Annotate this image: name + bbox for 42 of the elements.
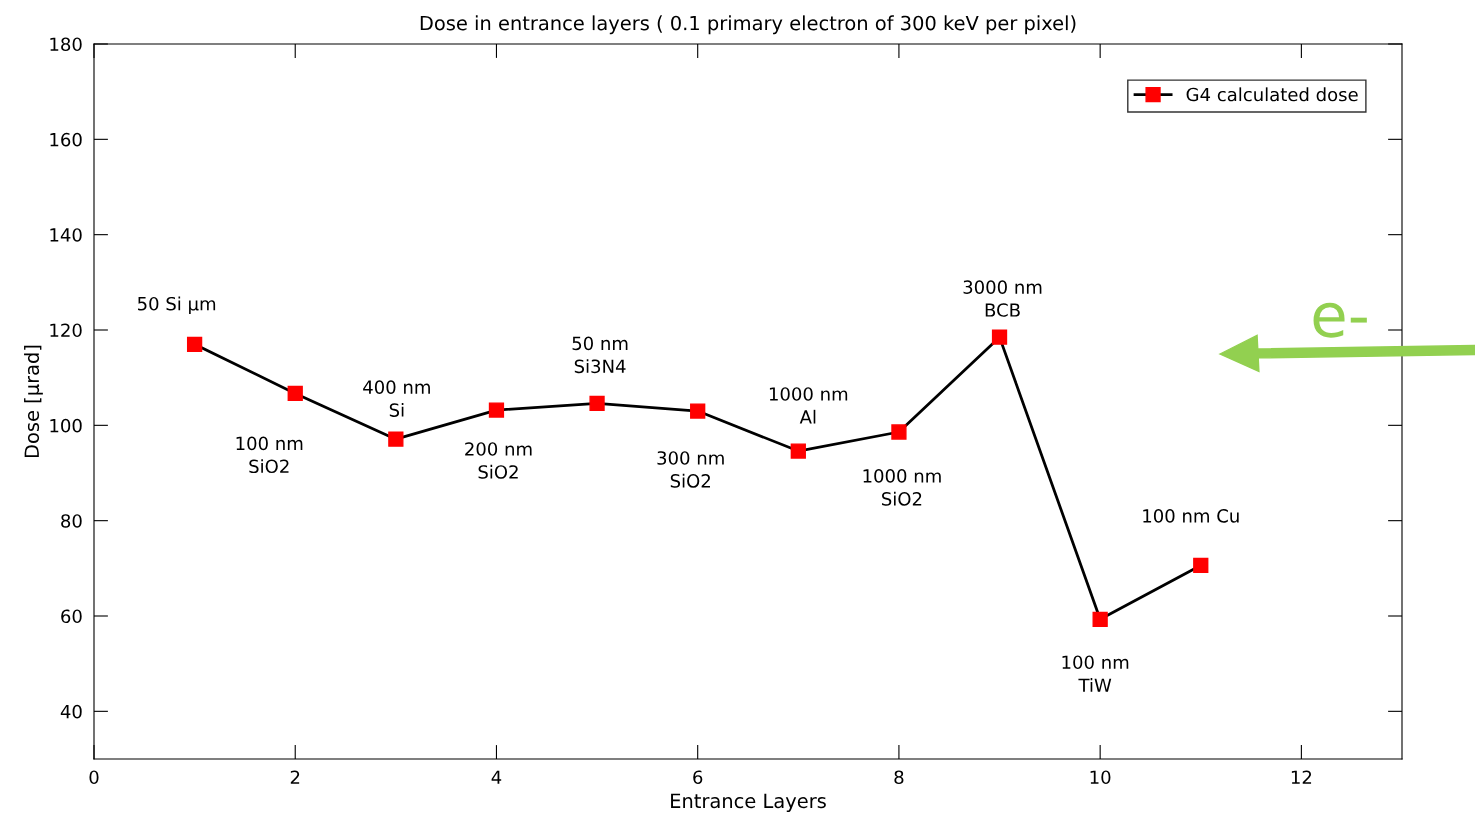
y-axis-title: Dose [µrad]	[24, 345, 43, 458]
point	[1092, 611, 1108, 627]
point	[186, 336, 203, 352]
x-tick-label: 2	[290, 770, 300, 784]
y-tick-label: 120	[50, 323, 82, 338]
annotation: 400 nm Si	[363, 380, 430, 417]
x-tick-label: 4	[491, 770, 502, 784]
y-tick-label: 40	[60, 704, 82, 719]
point	[891, 424, 907, 440]
point	[991, 329, 1008, 345]
annotation: e-	[1313, 302, 1367, 338]
annotation: 1000 nm SiO2	[863, 469, 941, 506]
point	[790, 443, 806, 459]
point	[690, 403, 706, 419]
y-tick-label: 60	[61, 609, 82, 624]
annotation: 50 Si µm	[138, 296, 216, 315]
annotation: 100 nm SiO2	[236, 436, 303, 474]
x-tick-label: 6	[693, 770, 703, 785]
x-tick-label: 12	[1291, 770, 1312, 784]
point	[287, 385, 303, 402]
x-tick-label: 0	[89, 770, 99, 785]
x-tick-label: 10	[1090, 770, 1111, 785]
annotation: 1000 nm Al	[769, 387, 848, 424]
y-tick-label: 80	[61, 514, 82, 528]
annotation: 300 nm SiO2	[657, 451, 724, 488]
annotation: 50 nm Si3N4	[572, 336, 628, 374]
x-tick-label: 8	[894, 770, 904, 785]
annotation: 100 nm Cu	[1143, 509, 1239, 523]
y-tick-label: 160	[50, 132, 82, 147]
legend-label: G4 calculated dose	[1186, 87, 1358, 102]
x-axis-title: Entrance Layers	[671, 793, 826, 812]
point	[1193, 557, 1209, 574]
annotation: 3000 nm BCB	[963, 280, 1042, 317]
y-tick-label: 140	[50, 228, 82, 242]
point	[488, 402, 505, 418]
annotation: 200 nm SiO2	[465, 442, 532, 479]
point	[388, 431, 404, 447]
point	[589, 395, 605, 412]
y-tick-label: 180	[50, 37, 82, 52]
chart-title: Dose in entrance layers ( 0.1 primary electron of 300 keV per pixel)	[420, 15, 1076, 35]
y-tick-label: 100	[50, 418, 82, 433]
annotation: 100 nm TiW	[1062, 655, 1129, 692]
